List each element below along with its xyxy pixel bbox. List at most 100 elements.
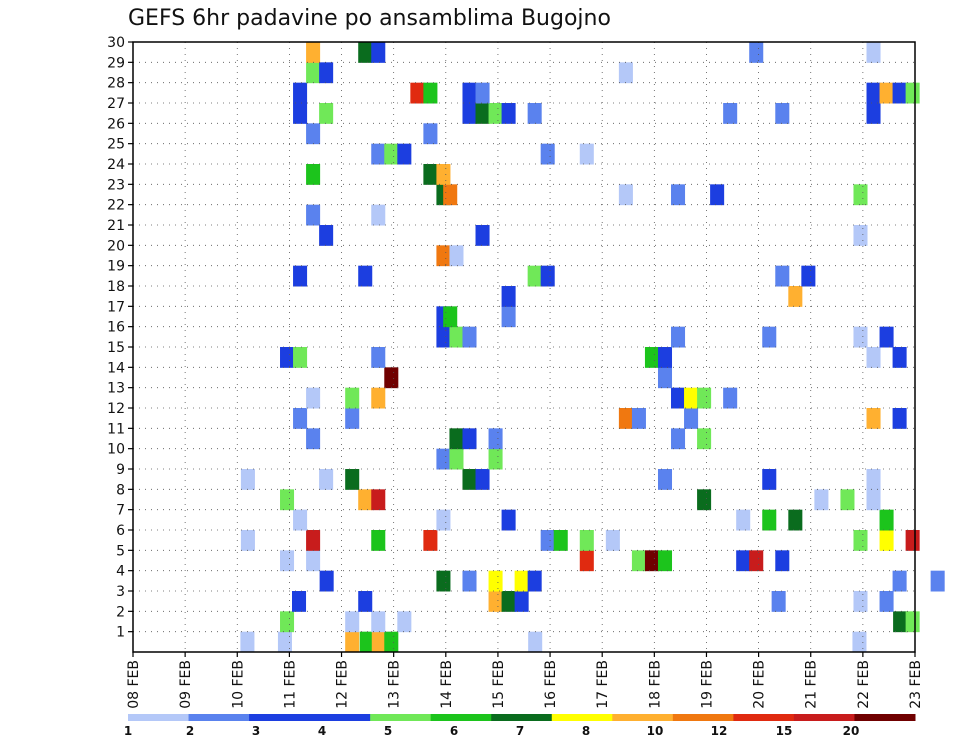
heatmap-cell (801, 265, 816, 287)
colorbar-label: 1 (124, 724, 132, 738)
heatmap-cell (293, 347, 308, 368)
y-tick-label: 26 (107, 116, 125, 132)
heatmap-cell (293, 408, 308, 429)
colorbar-label: 12 (711, 724, 728, 738)
heatmap-cell (462, 469, 477, 490)
heatmap-cell (423, 530, 438, 551)
heatmap-cell (723, 103, 738, 124)
colorbar-label: 7 (516, 724, 524, 738)
heatmap-cell (488, 428, 503, 450)
heatmap-cell (436, 509, 451, 531)
heatmap-cell (359, 631, 374, 653)
heatmap-cell (501, 591, 516, 612)
heatmap-cell (423, 164, 438, 185)
heatmap-cell (475, 469, 490, 490)
x-tick-label: 11 FEB (282, 660, 298, 709)
heatmap-cell (710, 184, 725, 206)
x-tick-label: 19 FEB (699, 660, 715, 709)
heatmap-cell (892, 82, 907, 104)
heatmap-cell (345, 408, 360, 429)
colorbar-label: 6 (450, 724, 458, 738)
y-tick-label: 7 (116, 503, 125, 519)
heatmap-cell (671, 326, 686, 348)
heatmap-cell (527, 265, 542, 287)
heatmap-cell (475, 225, 490, 246)
colorbar-label: 3 (252, 724, 260, 738)
heatmap-cell (540, 530, 555, 551)
heatmap-cell (657, 347, 673, 368)
heatmap-cell (462, 103, 477, 124)
heatmap-cell (749, 550, 764, 572)
heatmap-cell (306, 62, 321, 84)
heatmap-cell (293, 265, 308, 287)
heatmap-cell (306, 42, 321, 63)
x-tick-label: 22 FEB (856, 660, 872, 709)
heatmap-cell (449, 326, 464, 348)
heatmap-cell (306, 123, 321, 145)
heatmap-cell (501, 509, 516, 531)
heatmap-cell (462, 82, 477, 104)
heatmap-cell (449, 428, 464, 450)
y-tick-label: 30 (107, 35, 125, 51)
heatmap-cell (657, 469, 673, 490)
heatmap-cell (306, 530, 321, 551)
heatmap-cell (618, 62, 633, 84)
heatmap-cell (814, 489, 829, 511)
y-tick-label: 11 (107, 421, 125, 437)
y-tick-label: 3 (116, 584, 125, 600)
heatmap-cell (605, 530, 620, 551)
heatmap-cell (852, 631, 867, 653)
heatmap-cell (436, 448, 451, 470)
heatmap-cell (697, 489, 712, 511)
y-tick-label: 6 (116, 523, 125, 539)
heatmap-cell (866, 42, 881, 63)
heatmap-cell (736, 550, 751, 572)
y-tick-label: 15 (107, 340, 125, 356)
heatmap-cell (306, 164, 321, 185)
heatmap-cell (618, 184, 633, 206)
heatmap-cell (527, 570, 542, 592)
x-tick-label: 09 FEB (178, 660, 194, 709)
heatmap-cell (905, 530, 920, 551)
y-tick-label: 17 (107, 299, 125, 315)
colorbar-legend: 1 2 3 4 5 6 7 8 10 12 15 20 (124, 714, 916, 738)
heatmap-cell (736, 509, 751, 531)
heatmap-cell (853, 225, 868, 246)
heatmap-cell (462, 570, 477, 592)
y-tick-label: 14 (107, 360, 125, 376)
heatmap-cell (644, 347, 659, 368)
heatmap-cell (397, 611, 412, 633)
heatmap-cell (358, 42, 373, 63)
x-tick-label: 21 FEB (804, 660, 820, 709)
heatmap-cell (436, 326, 451, 348)
heatmap-cell (866, 103, 881, 124)
heatmap-cell (540, 143, 555, 165)
y-tick-label: 19 (107, 259, 125, 275)
heatmap-cell (462, 326, 477, 348)
y-tick-label: 8 (116, 482, 125, 498)
heatmap-cell (879, 509, 894, 531)
heatmap-cell (866, 347, 881, 368)
colorbar-label: 20 (843, 724, 860, 738)
y-tick-label: 2 (116, 604, 125, 620)
heatmap-cell (684, 408, 699, 429)
heatmap-cell (892, 347, 907, 368)
heatmap-cell (501, 286, 516, 307)
y-tick-label: 13 (107, 381, 125, 397)
colorbar-segment (733, 714, 795, 721)
x-tick-label: 17 FEB (595, 660, 611, 709)
heatmap-cell (306, 204, 321, 226)
heatmap-cell (280, 550, 295, 572)
heatmap-cell (893, 611, 908, 633)
heatmap-cell (657, 367, 673, 389)
heatmap-cell (436, 164, 451, 185)
heatmap-cell (853, 326, 868, 348)
colorbar-segment (551, 714, 613, 721)
heatmap-cell (840, 489, 855, 511)
heatmap-cell (540, 265, 555, 287)
heatmap-cell (762, 326, 777, 348)
y-tick-label: 29 (107, 55, 125, 71)
heatmap-cell (697, 387, 712, 409)
heatmap-cell (423, 82, 438, 104)
heatmap-cell (905, 611, 920, 633)
